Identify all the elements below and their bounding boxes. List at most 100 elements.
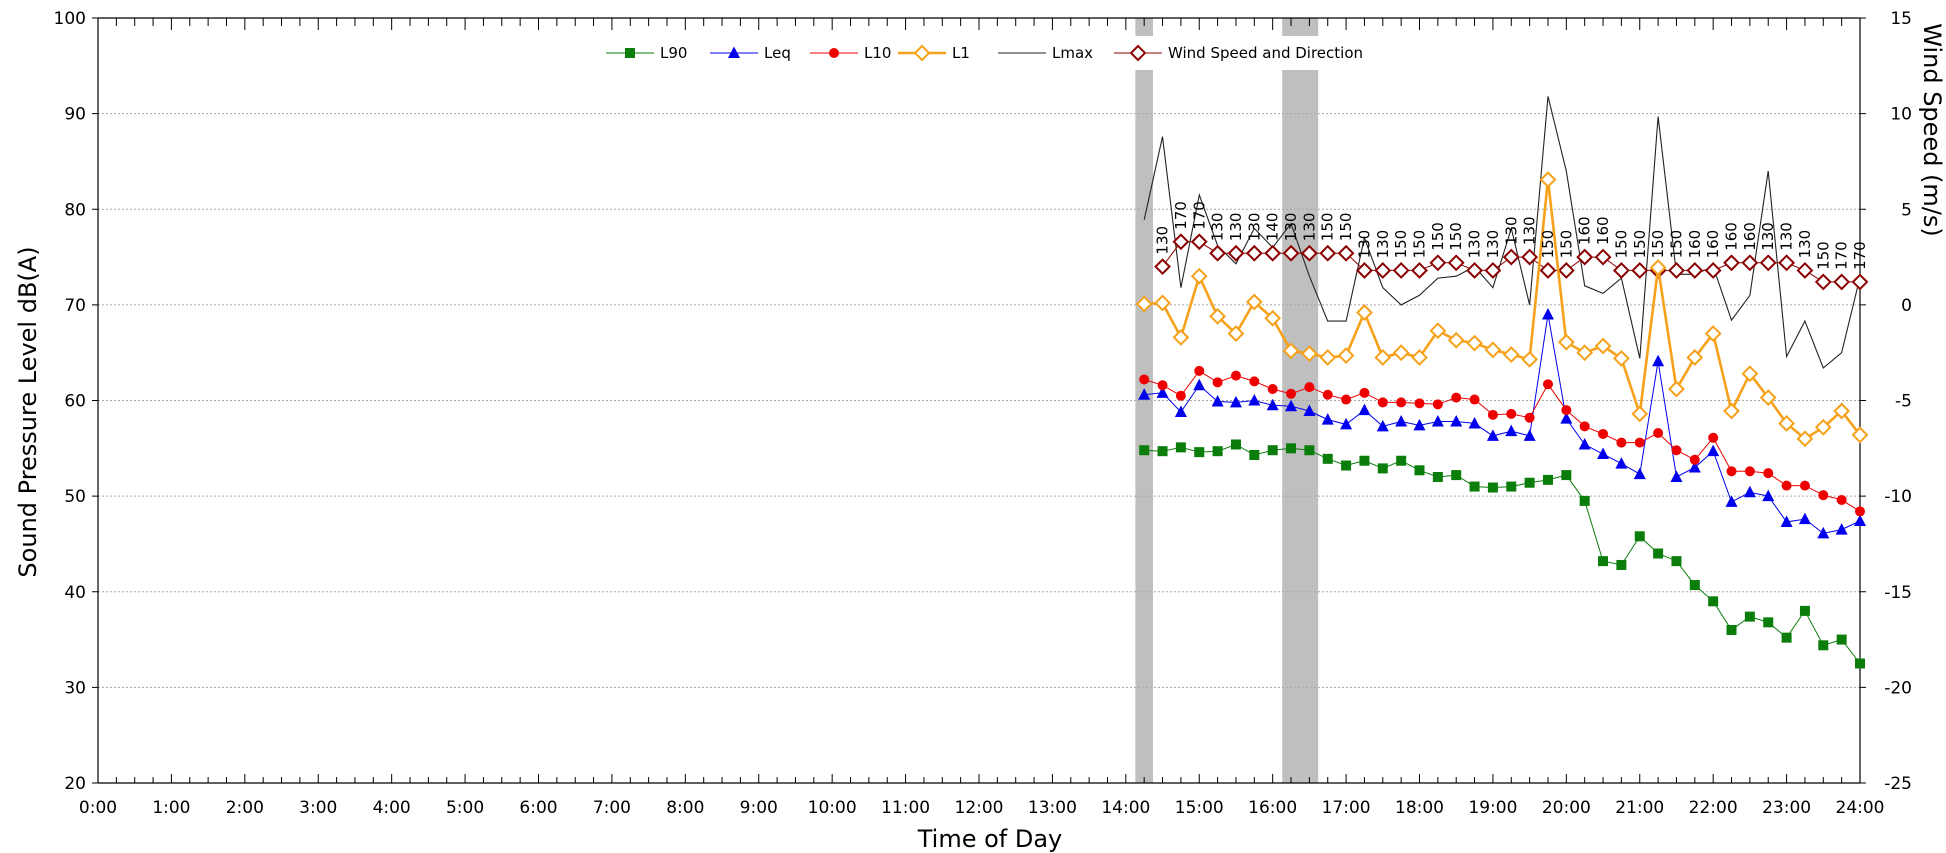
point-l10 (1304, 382, 1315, 393)
point-l90 (1322, 453, 1333, 464)
point-l10 (1377, 397, 1388, 408)
point-l1 (1300, 345, 1318, 363)
point-wind-speed-and-direction (1759, 254, 1777, 272)
point-leq (1174, 405, 1187, 417)
point-l1 (1282, 342, 1300, 360)
legend-item-l1: L1 (898, 44, 970, 62)
point-leq (1817, 526, 1830, 539)
x-tick-label: 10:00 (808, 798, 857, 818)
point-l1 (1539, 171, 1557, 189)
y-tick-label: 40 (64, 583, 86, 603)
point-l1 (1392, 344, 1410, 362)
point-l10 (1506, 408, 1517, 419)
y2-tick-label: -15 (1884, 583, 1912, 603)
wind-direction-label: 150 (1557, 230, 1575, 259)
series-line-l10 (1144, 370, 1861, 512)
point-wind-speed-and-direction (1356, 262, 1373, 279)
wind-direction-label: 150 (1631, 230, 1649, 259)
point-l1 (1411, 349, 1428, 366)
point-l90 (1836, 634, 1847, 645)
point-l90 (1524, 477, 1535, 488)
point-l10 (1598, 428, 1609, 439)
x-tick-label: 15:00 (1175, 798, 1224, 818)
wind-direction-label: 140 (1264, 213, 1282, 242)
point-l10 (1781, 480, 1792, 491)
point-l90 (1267, 445, 1278, 456)
point-leq (1211, 394, 1224, 407)
point-l1 (1227, 325, 1245, 342)
point-l90 (1194, 447, 1205, 458)
point-l1 (1778, 415, 1795, 432)
y-tick-label: 80 (64, 200, 86, 220)
wind-direction-label: 160 (1741, 222, 1759, 251)
y-tick-label: 90 (64, 105, 86, 125)
point-l90 (1506, 481, 1517, 492)
point-leq (1138, 388, 1151, 400)
x-tick-label: 0:00 (79, 798, 117, 818)
point-l1 (1686, 349, 1704, 366)
point-wind-speed-and-direction (1594, 248, 1612, 266)
point-wind-speed-and-direction (1814, 273, 1832, 291)
point-l10 (1653, 428, 1664, 439)
point-wind-speed-and-direction (1245, 244, 1263, 262)
point-l1 (1374, 349, 1392, 366)
point-leq (1266, 398, 1279, 411)
wind-direction-label: 130 (1355, 230, 1373, 259)
x-tick-label: 4:00 (373, 798, 411, 818)
legend-label: L1 (952, 44, 970, 62)
axes: 2030405060708090100-25-20-15-10-50510150… (54, 9, 1912, 818)
point-wind-speed-and-direction (1668, 262, 1685, 279)
point-l10 (1212, 377, 1223, 388)
point-l1 (1484, 341, 1502, 359)
point-l1 (1209, 307, 1227, 325)
wind-direction-label: 130 (1209, 213, 1227, 242)
legend-swatch-marker (1129, 44, 1147, 62)
point-wind-speed-and-direction (1282, 244, 1300, 262)
point-l90 (1634, 531, 1645, 542)
x-tick-label: 20:00 (1542, 798, 1591, 818)
point-l1 (1851, 426, 1869, 444)
point-leq (1285, 399, 1298, 412)
legend-label: L10 (864, 44, 891, 62)
point-l10 (1634, 437, 1645, 448)
point-leq (1431, 415, 1444, 427)
wind-direction-label: 150 (1447, 222, 1465, 251)
point-leq (1615, 457, 1628, 469)
point-l1 (1557, 333, 1575, 351)
point-leq (1413, 418, 1426, 431)
point-leq (1670, 470, 1683, 482)
point-leq (1486, 429, 1499, 441)
point-l90 (1763, 617, 1774, 628)
point-l1 (1814, 418, 1832, 436)
point-l10 (1561, 405, 1572, 416)
point-leq (1633, 467, 1646, 480)
legend-swatch-marker (625, 48, 635, 58)
x-tick-label: 6:00 (519, 798, 557, 818)
point-l10 (1157, 380, 1168, 391)
point-wind-speed-and-direction (1521, 248, 1539, 266)
point-l90 (1542, 474, 1553, 485)
y2-axis-title: Wind Speed (m/s) (1918, 23, 1946, 237)
point-l1 (1356, 304, 1373, 321)
point-l1 (1190, 267, 1208, 285)
point-l10 (1726, 466, 1737, 477)
y-tick-label: 70 (64, 296, 86, 316)
wind-direction-label: 130 (1374, 230, 1392, 259)
x-tick-label: 17:00 (1322, 798, 1371, 818)
wind-direction-label: 160 (1704, 230, 1722, 259)
point-l90 (1396, 455, 1407, 466)
point-leq (1652, 354, 1665, 367)
point-l90 (1799, 605, 1810, 616)
wind-direction-label: 170 (1172, 201, 1190, 230)
point-leq (1725, 495, 1738, 507)
point-leq (1321, 413, 1334, 425)
x-tick-label: 7:00 (593, 798, 631, 818)
point-l90 (1708, 596, 1719, 607)
point-wind-speed-and-direction (1466, 262, 1483, 279)
point-l10 (1616, 437, 1627, 448)
legend-label: Lmax (1052, 44, 1093, 62)
point-l90 (1451, 470, 1462, 481)
point-l10 (1799, 480, 1810, 491)
point-leq (1780, 515, 1793, 527)
point-leq (1798, 512, 1811, 525)
